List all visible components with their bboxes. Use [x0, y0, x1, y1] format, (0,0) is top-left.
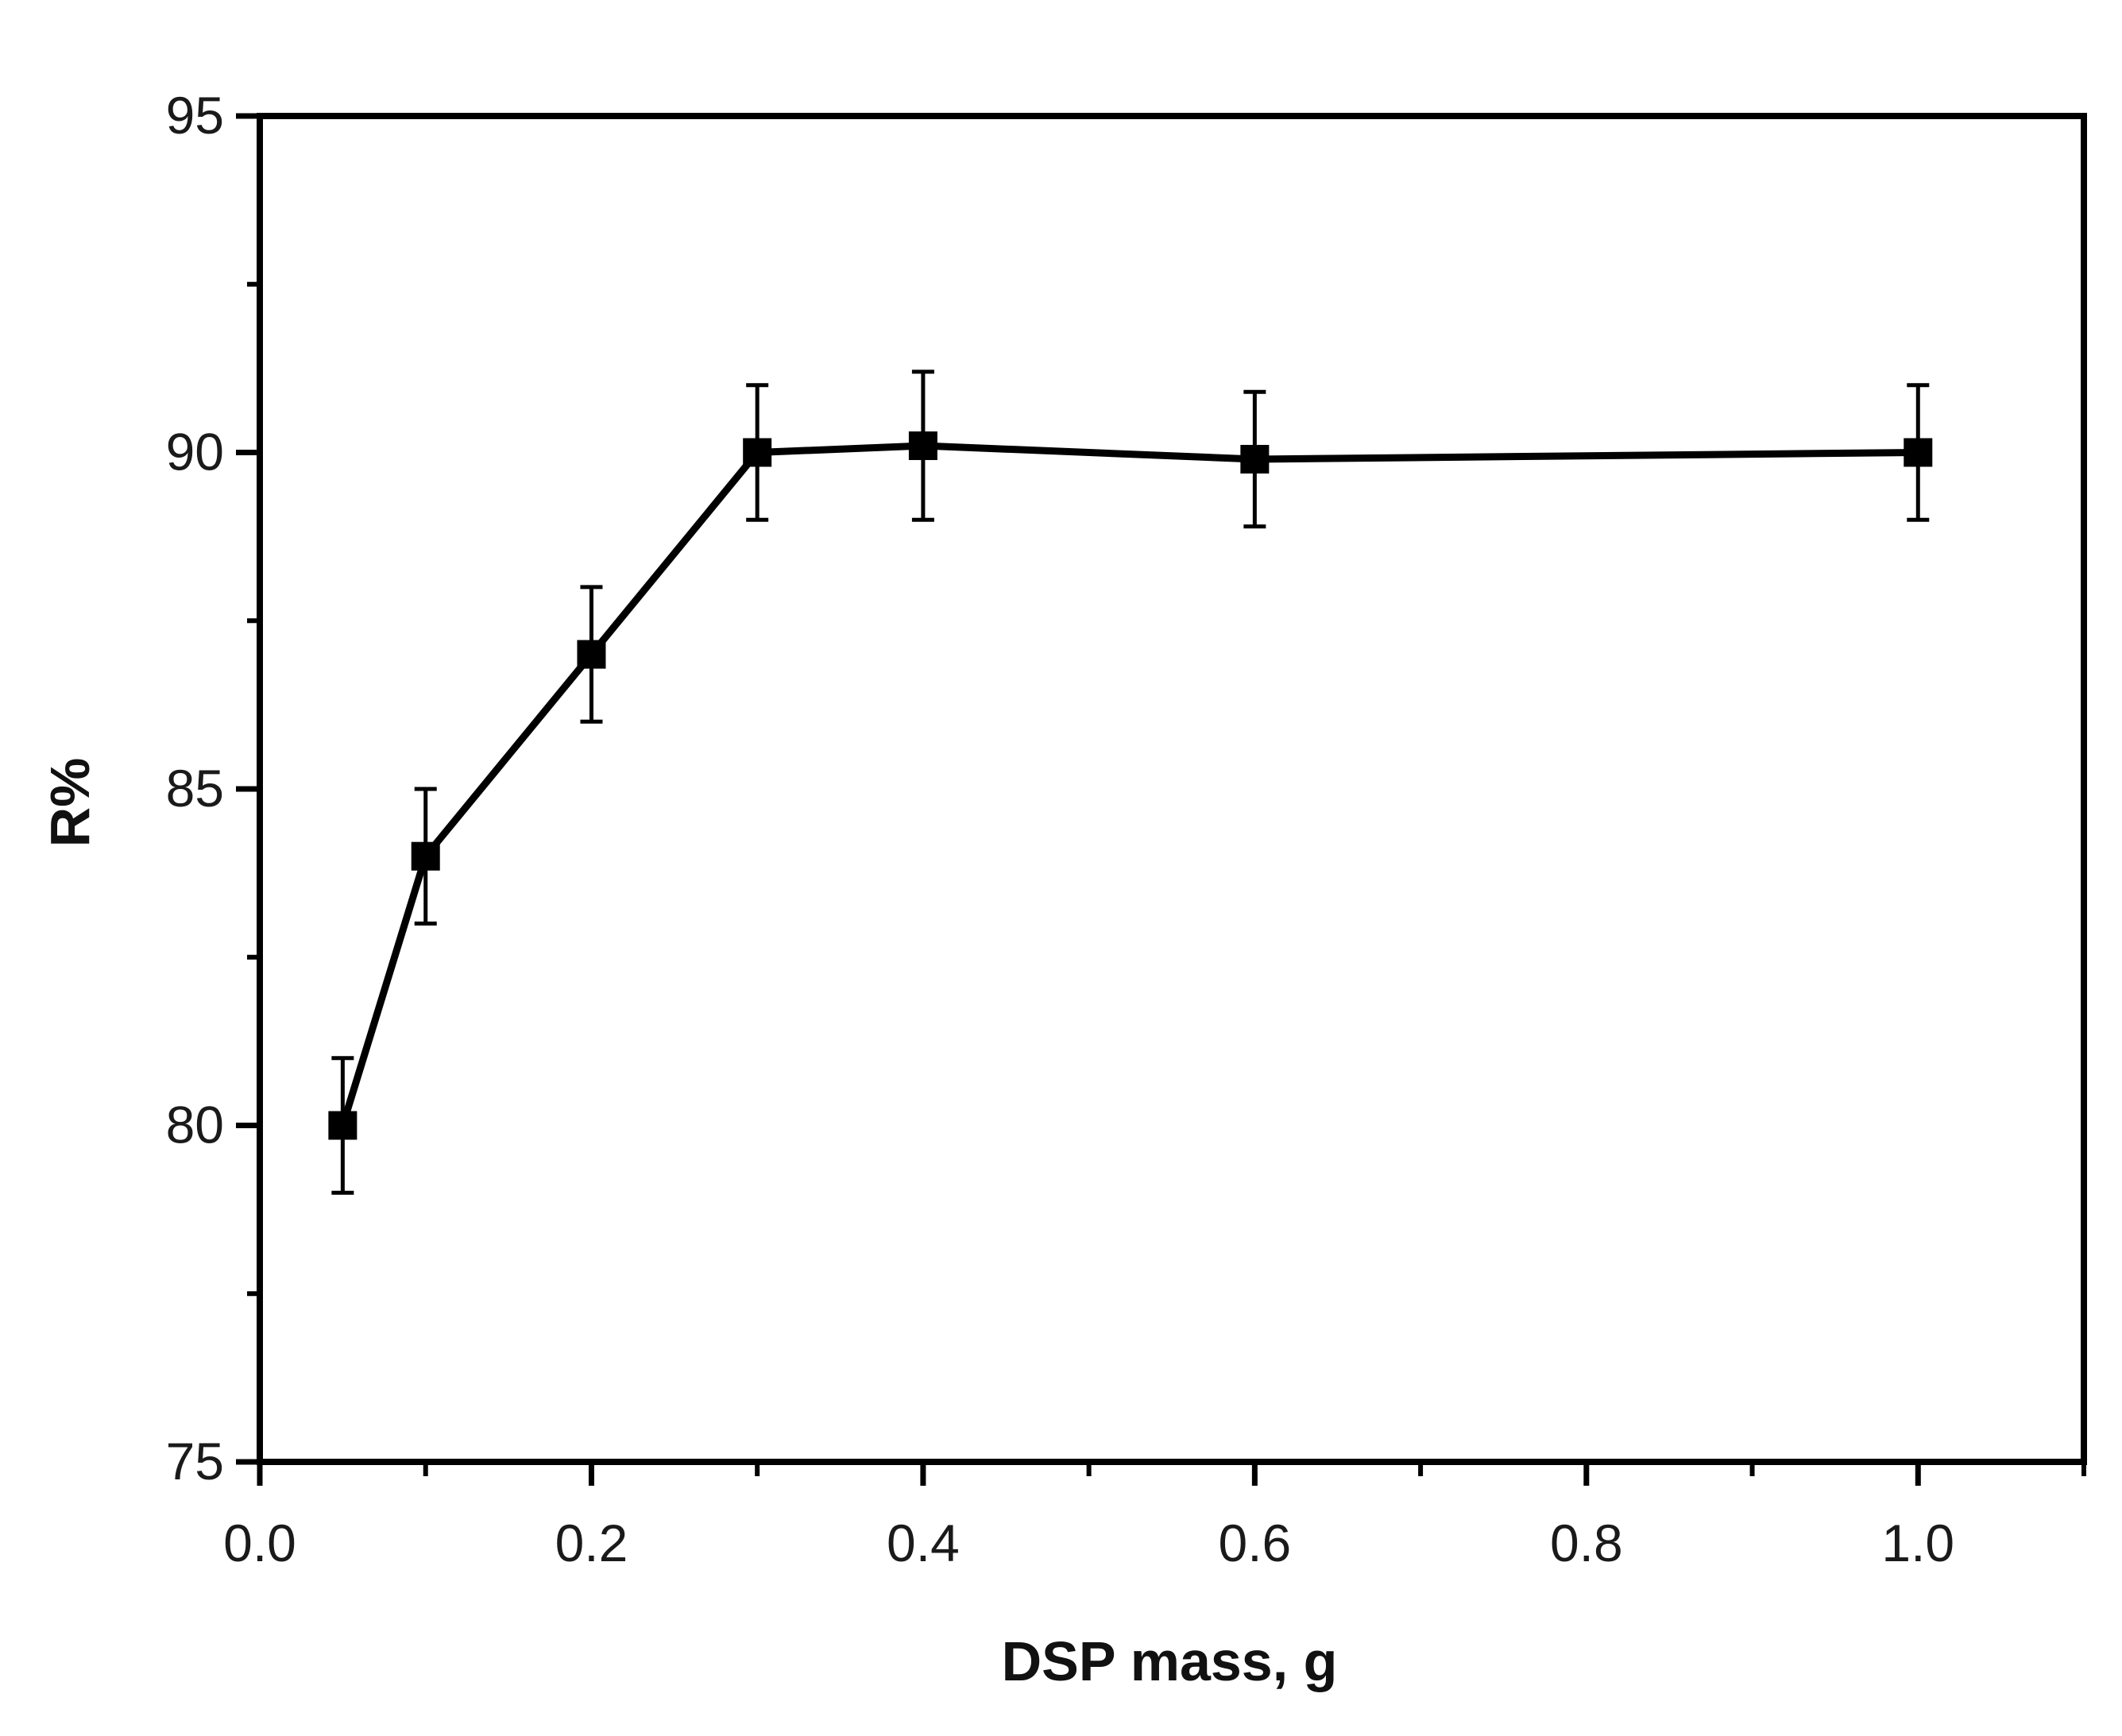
x-tick-label-0.0: 0.0 — [223, 1514, 296, 1572]
x-tick-label-0.2: 0.2 — [555, 1514, 628, 1572]
data-point-0.1 — [411, 841, 440, 871]
plot-frame — [257, 113, 2087, 1465]
series-group — [328, 369, 1933, 1195]
data-point-1 — [1904, 438, 1933, 467]
x-tick-label-0.4: 0.4 — [887, 1514, 960, 1572]
y-tick-label-75: 75 — [166, 1432, 224, 1490]
y-tick-label-90: 90 — [166, 423, 224, 481]
x-axis-title: DSP mass, g — [1002, 1630, 1338, 1692]
data-point-0.2 — [577, 640, 606, 669]
data-point-0.4 — [908, 431, 937, 461]
y-tick-label-85: 85 — [166, 759, 224, 818]
tick-group: 0.0 0.2 0.4 0.6 0.8 1.0 75 80 85 90 95 — [166, 86, 2086, 1572]
x-tick-label-1.0: 1.0 — [1881, 1514, 1954, 1572]
y-tick-label-80: 80 — [166, 1096, 224, 1154]
series-line — [339, 442, 1919, 1127]
data-point-0.3 — [743, 438, 772, 467]
data-point-0.6 — [1240, 444, 1270, 474]
x-tick-label-0.8: 0.8 — [1550, 1514, 1623, 1572]
y-axis-title: R% — [39, 758, 101, 848]
data-point-0.05 — [328, 1111, 358, 1140]
y-tick-label-95: 95 — [166, 86, 224, 145]
x-tick-label-0.6: 0.6 — [1218, 1514, 1291, 1572]
axes-group — [257, 113, 2087, 1465]
